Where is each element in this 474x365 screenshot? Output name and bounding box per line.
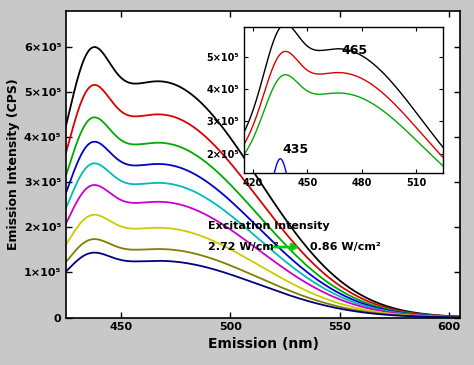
- X-axis label: Emission (nm): Emission (nm): [208, 337, 319, 350]
- Text: Excitation Intensity: Excitation Intensity: [208, 220, 329, 231]
- Text: 2.72 W/cm²: 2.72 W/cm²: [208, 242, 279, 252]
- Text: 0.86 W/cm²: 0.86 W/cm²: [310, 242, 381, 252]
- Text: 465: 465: [342, 43, 368, 57]
- Y-axis label: Emission Intensity (CPS): Emission Intensity (CPS): [7, 78, 20, 250]
- Text: 435: 435: [282, 142, 308, 155]
